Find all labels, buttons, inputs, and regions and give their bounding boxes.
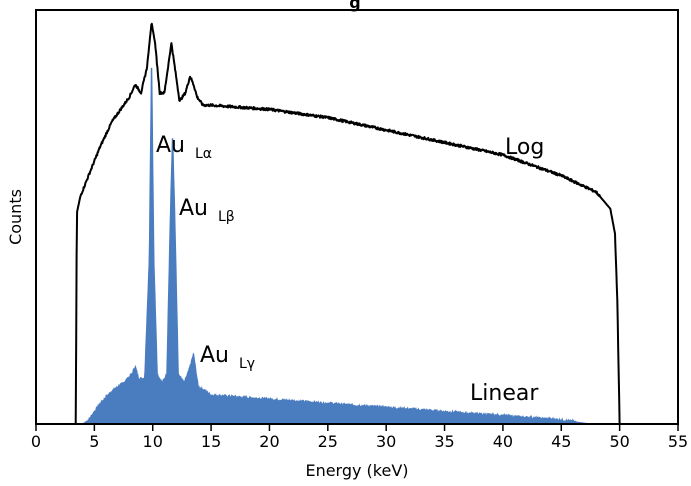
x-tick-label: 35 <box>434 432 454 451</box>
x-tick-label: 10 <box>143 432 163 451</box>
x-tick-label: 40 <box>493 432 513 451</box>
series-log-line <box>74 22 621 425</box>
x-axis-ticks: 0 5 10 15 20 25 30 35 40 45 50 55 <box>31 424 688 451</box>
x-tick-label: 15 <box>201 432 221 451</box>
x-tick-label: 30 <box>376 432 396 451</box>
x-axis-title: Energy (keV) <box>305 461 408 480</box>
x-tick-label: 45 <box>551 432 571 451</box>
x-tick-label: 50 <box>609 432 629 451</box>
x-tick-label: 5 <box>89 432 99 451</box>
annotations: Au Lα Au Lβ Au Lγ Log Linear <box>156 133 544 406</box>
annotation-au-l-gamma: Au Lγ <box>200 343 255 372</box>
series-linear-area <box>80 67 591 425</box>
x-tick-label: 20 <box>259 432 279 451</box>
annotation-au-l-alpha: Au Lα <box>156 133 212 162</box>
annotation-log: Log <box>505 135 544 160</box>
x-tick-label: 25 <box>318 432 338 451</box>
annotation-linear: Linear <box>470 381 539 406</box>
plot-area <box>74 22 621 425</box>
chart-title: g <box>349 0 360 12</box>
x-tick-label: 55 <box>668 432 688 451</box>
annotation-au-l-beta: Au Lβ <box>179 196 235 225</box>
x-tick-label: 0 <box>31 432 41 451</box>
y-axis-title: Counts <box>6 189 25 245</box>
plot-frame <box>35 9 679 425</box>
